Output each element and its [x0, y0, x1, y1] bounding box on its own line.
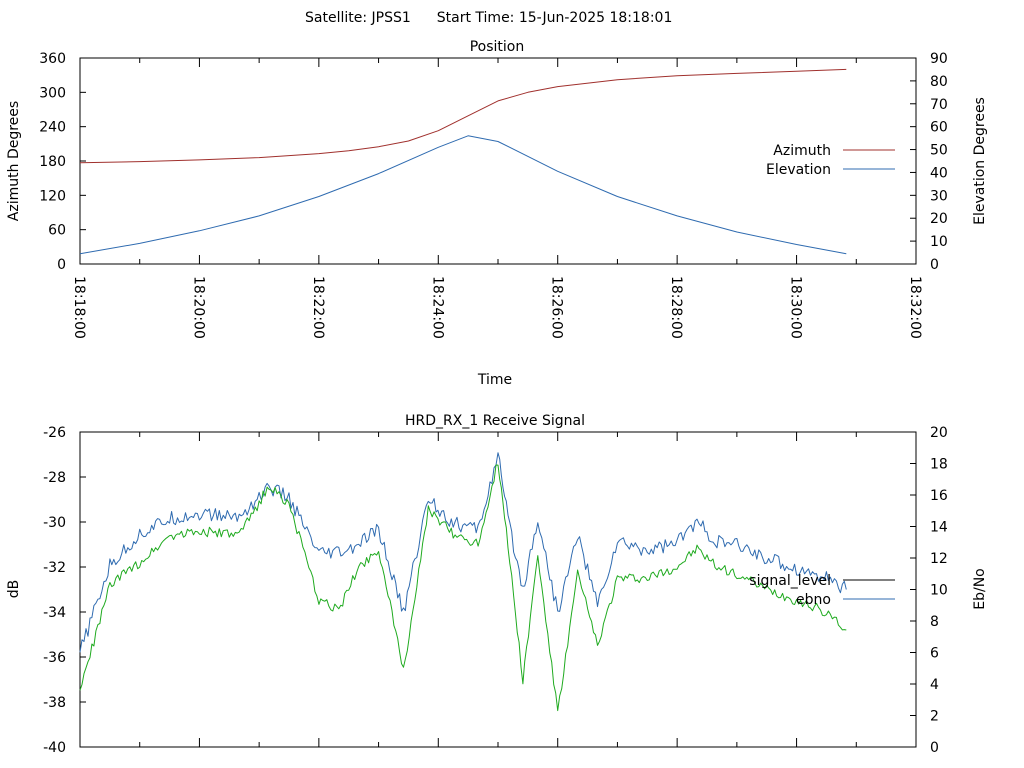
- series-line-signal-level-green-trace: [79, 464, 847, 712]
- receive-signal-y2-axis-label: Eb/No: [972, 568, 988, 610]
- y2-tick-label: 0: [930, 740, 939, 756]
- y2-tick-label: 80: [930, 74, 948, 90]
- satellite-label: Satellite: JPSS1: [305, 10, 411, 26]
- y-tick-label: -28: [43, 470, 66, 486]
- series-line-Elevation: [79, 135, 847, 255]
- legend-label: ebno: [796, 592, 831, 608]
- receive-signal-y-axis-label: dB: [6, 580, 22, 599]
- y2-tick-label: 50: [930, 143, 948, 159]
- y-tick-label: -26: [43, 425, 66, 441]
- y-tick-label: 240: [39, 120, 66, 136]
- position-chart-title: Position: [470, 39, 525, 55]
- y2-tick-label: 2: [930, 709, 939, 725]
- receive-signal-chart-title: HRD_RX_1 Receive Signal: [405, 413, 585, 429]
- y2-tick-label: 10: [930, 234, 948, 250]
- x-tick-label: 18:24:00: [429, 276, 445, 339]
- y2-tick-label: 20: [930, 211, 948, 227]
- y2-tick-label: 0: [930, 257, 939, 273]
- y2-tick-label: 90: [930, 51, 948, 67]
- y2-tick-label: 70: [930, 97, 948, 113]
- y-tick-label: -34: [43, 605, 66, 621]
- y2-tick-label: 18: [930, 457, 948, 473]
- y-tick-label: -30: [43, 515, 66, 531]
- y-tick-label: 0: [57, 257, 66, 273]
- receive-signal-plot-frame: [79, 431, 917, 748]
- x-tick-label: 18:30:00: [788, 276, 804, 339]
- y2-tick-label: 60: [930, 120, 948, 136]
- y2-tick-label: 16: [930, 488, 948, 504]
- start-time-label: Start Time: 15-Jun-2025 18:18:01: [437, 10, 673, 26]
- x-tick-label: 18:26:00: [549, 276, 565, 339]
- x-tick-label: 18:28:00: [668, 276, 684, 339]
- y2-tick-label: 40: [930, 165, 948, 181]
- y2-tick-label: 6: [930, 646, 939, 662]
- position-x-axis-label: Time: [477, 372, 512, 388]
- x-tick-label: 18:22:00: [310, 276, 326, 339]
- legend-label: signal_level: [749, 573, 831, 589]
- y2-tick-label: 10: [930, 583, 948, 599]
- position-y2-axis-label: Elevation Degrees: [972, 97, 988, 225]
- y-tick-label: -32: [43, 560, 66, 576]
- y-tick-label: 300: [39, 85, 66, 101]
- y2-tick-label: 12: [930, 551, 948, 567]
- position-y-axis-label: Azimuth Degrees: [6, 101, 22, 221]
- y-tick-label: -40: [43, 740, 66, 756]
- y-tick-label: 60: [48, 223, 66, 239]
- position-chart: Position Azimuth Degrees Elevation Degre…: [6, 39, 988, 388]
- receive-signal-chart: HRD_RX_1 Receive Signal dB Eb/No -40 -38 -…: [6, 413, 988, 756]
- position-legend: Azimuth Elevation: [766, 143, 895, 178]
- y-tick-label: -38: [43, 695, 66, 711]
- series-line-Azimuth: [79, 68, 847, 164]
- x-tick-label: 18:18:00: [71, 276, 87, 339]
- y-tick-label: -36: [43, 650, 66, 666]
- x-tick-label: 18:32:00: [907, 276, 923, 339]
- y2-tick-label: 14: [930, 520, 948, 536]
- series-line-ebno: [79, 452, 847, 653]
- y2-tick-label: 8: [930, 614, 939, 630]
- x-tick-label: 18:20:00: [190, 276, 206, 339]
- position-plot-frame: [79, 57, 917, 265]
- y2-tick-label: 30: [930, 188, 948, 204]
- y-tick-label: 120: [39, 188, 66, 204]
- y2-tick-label: 20: [930, 425, 948, 441]
- y2-tick-label: 4: [930, 677, 939, 693]
- y-tick-label: 180: [39, 154, 66, 170]
- legend-label: Elevation: [766, 162, 831, 178]
- y-tick-label: 360: [39, 51, 66, 67]
- legend-label: Azimuth: [773, 143, 831, 159]
